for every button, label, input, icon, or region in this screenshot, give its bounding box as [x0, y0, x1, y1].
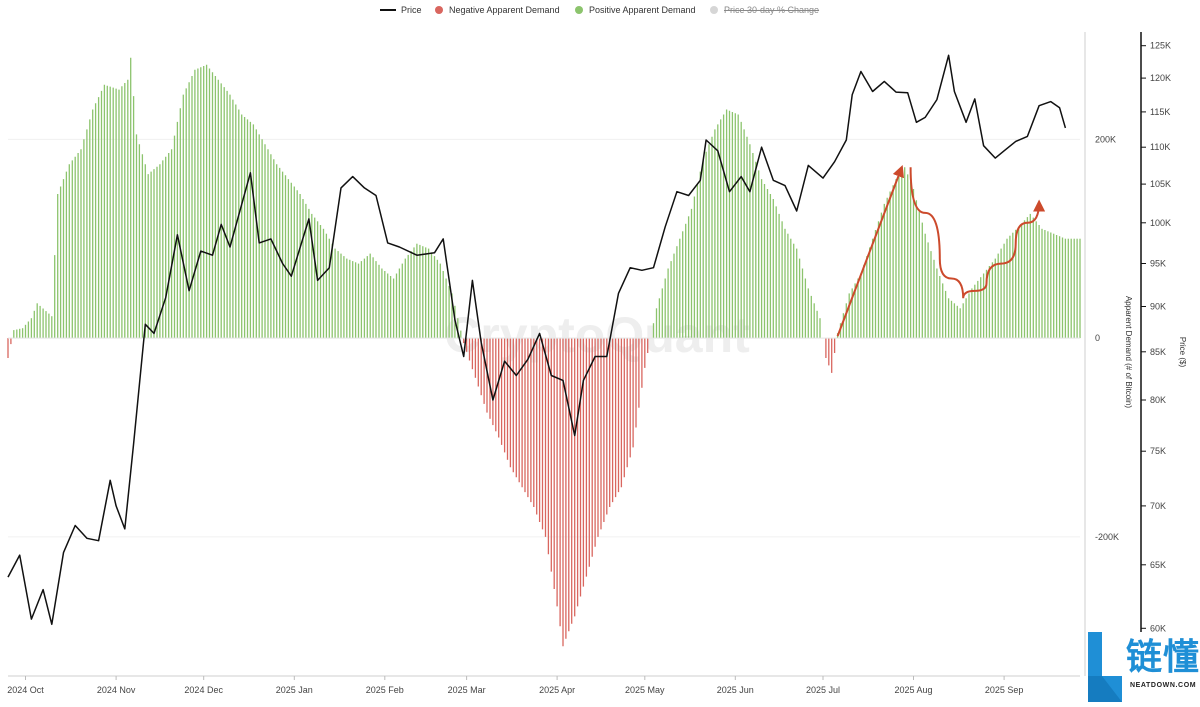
legend-label-positive-demand: Positive Apparent Demand: [589, 5, 696, 15]
right-axis-tick: 60K: [1150, 623, 1166, 633]
brand-name-en: NEATDOWN.COM: [1130, 682, 1197, 689]
right-axis-tick: 85K: [1150, 347, 1166, 357]
legend-item-price-change[interactable]: Price 30-day % Change: [710, 5, 819, 15]
left-axis-title: Apparent Demand (# of Bitcoin): [1124, 296, 1133, 408]
legend-label-price-change: Price 30-day % Change: [724, 5, 820, 15]
line-swatch-icon: [380, 9, 396, 11]
rise-arrow: [836, 164, 904, 337]
dot-swatch-icon: [710, 6, 718, 14]
right-axis-tick: 70K: [1150, 501, 1166, 511]
x-axis-tick: 2024 Oct: [7, 685, 44, 695]
x-axis-tick: 2025 Jul: [806, 685, 840, 695]
dip-recovery-arrow: [909, 167, 1046, 299]
legend-item-price[interactable]: Price: [380, 5, 422, 15]
axes: [8, 32, 1142, 677]
right-axis-tick: 75K: [1150, 446, 1166, 456]
x-axis-tick: 2025 Mar: [448, 685, 486, 695]
neatdown-logo: 链懂 NEATDOWN.COM: [1086, 632, 1200, 702]
right-axis-tick: 90K: [1150, 302, 1166, 312]
x-axis-tick: 2024 Nov: [97, 685, 136, 695]
right-axis-tick: 100K: [1150, 218, 1171, 228]
chart-legend: Price Negative Apparent Demand Positive …: [0, 0, 1200, 24]
legend-item-positive-demand[interactable]: Positive Apparent Demand: [575, 5, 696, 15]
x-axis-tick: 2025 Jan: [276, 685, 313, 695]
demand-bars: [7, 57, 1081, 647]
price-line: [7, 54, 1067, 626]
right-axis-tick: 105K: [1150, 179, 1171, 189]
x-axis-tick: 2025 May: [625, 685, 665, 695]
right-axis-title: Price ($): [1178, 337, 1187, 368]
neatdown-mark-icon: [1088, 632, 1122, 702]
tick-labels: 200K 0 -200K 125K 120K 115K 110K 105K 100K 95K 90K…: [7, 41, 1171, 695]
legend-item-negative-demand[interactable]: Negative Apparent Demand: [435, 5, 560, 15]
left-axis-tick: -200K: [1095, 532, 1119, 542]
right-axis-tick: 110K: [1150, 142, 1170, 152]
left-axis-tick: 200K: [1095, 134, 1116, 144]
x-axis-tick: 2024 Dec: [184, 685, 223, 695]
legend-label-price: Price: [401, 5, 422, 15]
right-axis-tick: 120K: [1150, 73, 1171, 83]
x-axis-tick: 2025 Aug: [894, 685, 932, 695]
x-axis-tick: 2025 Sep: [985, 685, 1024, 695]
x-axis-tick: 2025 Apr: [539, 685, 575, 695]
right-axis-tick: 115K: [1150, 107, 1170, 117]
right-axis-tick: 65K: [1150, 560, 1166, 570]
right-axis-tick: 80K: [1150, 395, 1166, 405]
right-axis-tick: 125K: [1150, 41, 1171, 51]
dot-swatch-icon: [435, 6, 443, 14]
brand-name-cn: 链懂: [1126, 637, 1200, 678]
x-axis-tick: 2025 Jun: [717, 685, 754, 695]
x-axis-tick: 2025 Feb: [366, 685, 404, 695]
left-axis-tick: 0: [1095, 333, 1100, 343]
trend-annotations: [836, 164, 1046, 337]
right-axis-tick: 95K: [1150, 259, 1166, 269]
legend-label-negative-demand: Negative Apparent Demand: [449, 5, 560, 15]
dot-swatch-icon: [575, 6, 583, 14]
